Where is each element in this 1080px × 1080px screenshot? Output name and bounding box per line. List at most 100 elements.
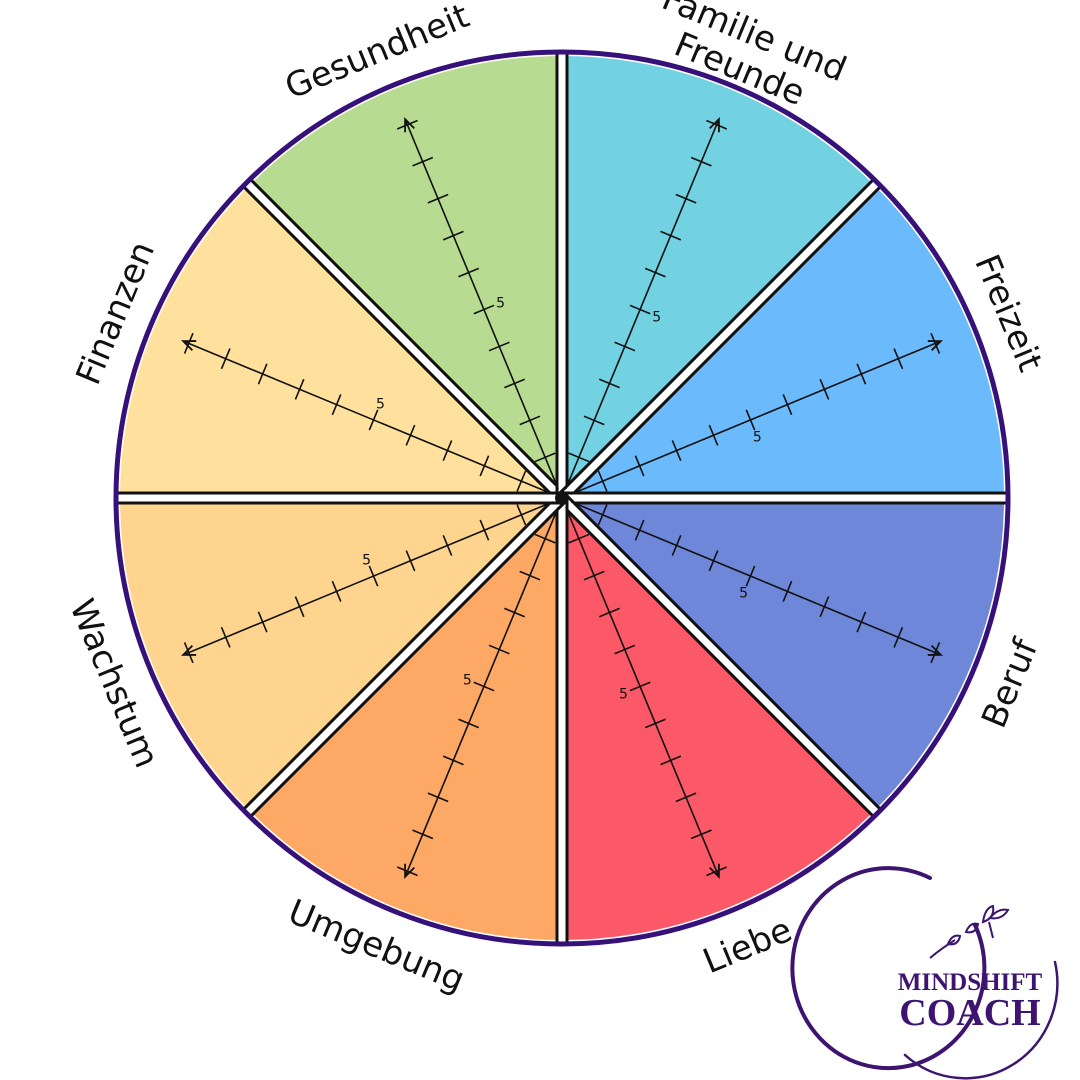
separator-line xyxy=(557,178,882,503)
scale-marker-label: 5 xyxy=(376,396,385,412)
axis-tick xyxy=(856,611,867,633)
segment-label-liebe: Liebe xyxy=(698,910,798,982)
axis-tick xyxy=(583,415,605,426)
axis-tick xyxy=(257,363,268,385)
separator-line xyxy=(242,493,567,818)
axis-tick xyxy=(568,452,590,463)
axis-tick xyxy=(458,267,480,278)
axis-tick xyxy=(597,470,608,492)
axis-tick xyxy=(412,829,434,840)
segment-familie-und-freunde xyxy=(562,56,875,498)
scale-marker-label: 5 xyxy=(496,296,505,312)
axis-tick xyxy=(690,829,712,840)
axis-tick xyxy=(183,332,194,354)
axis-tick xyxy=(660,755,682,766)
axes-layer: 5 5 5 5 5 5 5 5 xyxy=(181,117,943,879)
axis-tick xyxy=(598,378,620,389)
axis-tick xyxy=(708,424,719,446)
axis-tick xyxy=(634,455,645,477)
axis-freizeit: 5 xyxy=(570,332,943,495)
axis-tick xyxy=(368,565,379,587)
axis-tick xyxy=(396,119,418,130)
axis-tick xyxy=(519,415,541,426)
axis-tick xyxy=(396,866,418,877)
segment-finanzen xyxy=(120,185,562,498)
axis-tick xyxy=(427,792,449,803)
axis-tick xyxy=(856,363,867,385)
mindshift-coach-logo: MINDSHIFT COACH xyxy=(790,866,1059,1080)
scale-marker-label: 5 xyxy=(463,673,472,689)
axis-tick xyxy=(614,644,636,655)
axis-umgebung: 5 xyxy=(396,506,559,879)
axis-finanzen: 5 xyxy=(181,332,554,495)
axis-tick xyxy=(488,644,510,655)
segments-layer xyxy=(120,56,1004,940)
axis-tick xyxy=(819,378,830,400)
axis-tick xyxy=(183,642,194,664)
axis-tick xyxy=(479,455,490,477)
axis-tick xyxy=(405,424,416,446)
axis-tick xyxy=(930,332,941,354)
axis-tick xyxy=(706,866,728,877)
axis-tick xyxy=(220,626,231,648)
axis-tick xyxy=(368,409,379,431)
axis-tick xyxy=(412,156,434,167)
segment-beruf xyxy=(562,498,1004,811)
axis-tick xyxy=(671,440,682,462)
center-hub xyxy=(555,491,569,505)
axis-tick xyxy=(675,792,697,803)
separator-line xyxy=(557,493,882,818)
axis-tick xyxy=(442,755,464,766)
axis-beruf: 5 xyxy=(570,501,943,664)
axis-tick xyxy=(597,504,608,526)
axis-tick xyxy=(690,156,712,167)
axis-tick xyxy=(819,596,830,618)
axis-liebe: 5 xyxy=(565,506,728,879)
axis-tick xyxy=(504,607,526,618)
axis-tick xyxy=(634,519,645,541)
axis-tick xyxy=(331,394,342,416)
axis-tick xyxy=(534,452,556,463)
axis-tick xyxy=(614,341,636,352)
logo-line1: MINDSHIFT xyxy=(898,969,1043,996)
axis-tick xyxy=(534,533,556,544)
axis-tick xyxy=(427,193,449,204)
axis-tick xyxy=(488,341,510,352)
axis-tick xyxy=(583,570,605,581)
axis-tick xyxy=(644,267,666,278)
axis-tick xyxy=(504,378,526,389)
axis-tick xyxy=(745,565,756,587)
axis-tick xyxy=(442,440,453,462)
axis-tick xyxy=(671,534,682,556)
separators-layer xyxy=(116,52,1008,944)
axis-tick xyxy=(331,580,342,602)
axis-tick xyxy=(458,718,480,729)
axis-gesundheit: 5 xyxy=(396,117,559,490)
logo-ring-inner xyxy=(903,960,1059,1080)
axis-tick xyxy=(442,230,464,241)
axis-tick xyxy=(893,348,904,370)
logo-line2: COACH xyxy=(899,992,1040,1034)
axis-tick xyxy=(220,348,231,370)
leaf-icon xyxy=(929,904,1010,959)
axis-tick xyxy=(479,519,490,541)
scale-marker-label: 5 xyxy=(739,586,748,602)
axis-tick xyxy=(745,409,756,431)
separator-line xyxy=(242,178,567,503)
axis-tick xyxy=(516,470,527,492)
axis-tick xyxy=(629,681,651,692)
scale-marker-label: 5 xyxy=(619,686,628,702)
axis-tick xyxy=(473,304,495,315)
axis-tick xyxy=(782,580,793,602)
logo-ring xyxy=(790,866,987,1071)
axis-tick xyxy=(257,611,268,633)
axis-tick xyxy=(442,534,453,556)
axis-tick xyxy=(568,533,590,544)
axis-familie-und-freunde: 5 xyxy=(565,117,728,490)
axis-tick xyxy=(930,642,941,664)
axis-tick xyxy=(644,718,666,729)
segment-freizeit xyxy=(562,185,1004,498)
wheel-rim xyxy=(113,49,1011,947)
axis-tick xyxy=(660,230,682,241)
segment-label-beruf: Beruf xyxy=(974,633,1046,734)
